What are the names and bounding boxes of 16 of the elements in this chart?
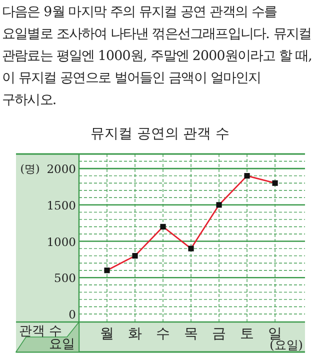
y-tick-label: 1000 — [46, 234, 76, 249]
text: 다음은 9월 마지막 주의 뮤지컬 공연 관객의 수를 요일별로 조사하여 나타낸 꺾은선그래프입니다. 뮤지컬 관람료는 평일엔 1000원, 주말엔 2000원이라고 할 때, 이 뮤지컬 공연으로 벌어들인 금액이 얼마인지 구하시오. — [2, 4, 314, 110]
y-tick-label: 500 — [54, 271, 76, 286]
x-tick-label: 수 — [156, 326, 170, 342]
chart-title: 뮤지컬 공연의 관객 수 — [90, 126, 230, 142]
x-tick-label: 금 — [212, 326, 226, 342]
y-tick-label: 1500 — [46, 198, 76, 212]
x-tick-label: 목 — [184, 326, 198, 342]
text: 요일 — [49, 337, 75, 352]
y-axis-title: (명) — [20, 162, 40, 176]
text: 관객 수 — [19, 324, 62, 339]
y-tick-label: 0 — [68, 308, 76, 322]
x-tick-label: 월 — [100, 326, 114, 342]
y-tick-label: 2000 — [46, 162, 76, 176]
x-tick-label: 화 — [128, 326, 142, 342]
x-tick-label: 토 — [240, 326, 254, 342]
